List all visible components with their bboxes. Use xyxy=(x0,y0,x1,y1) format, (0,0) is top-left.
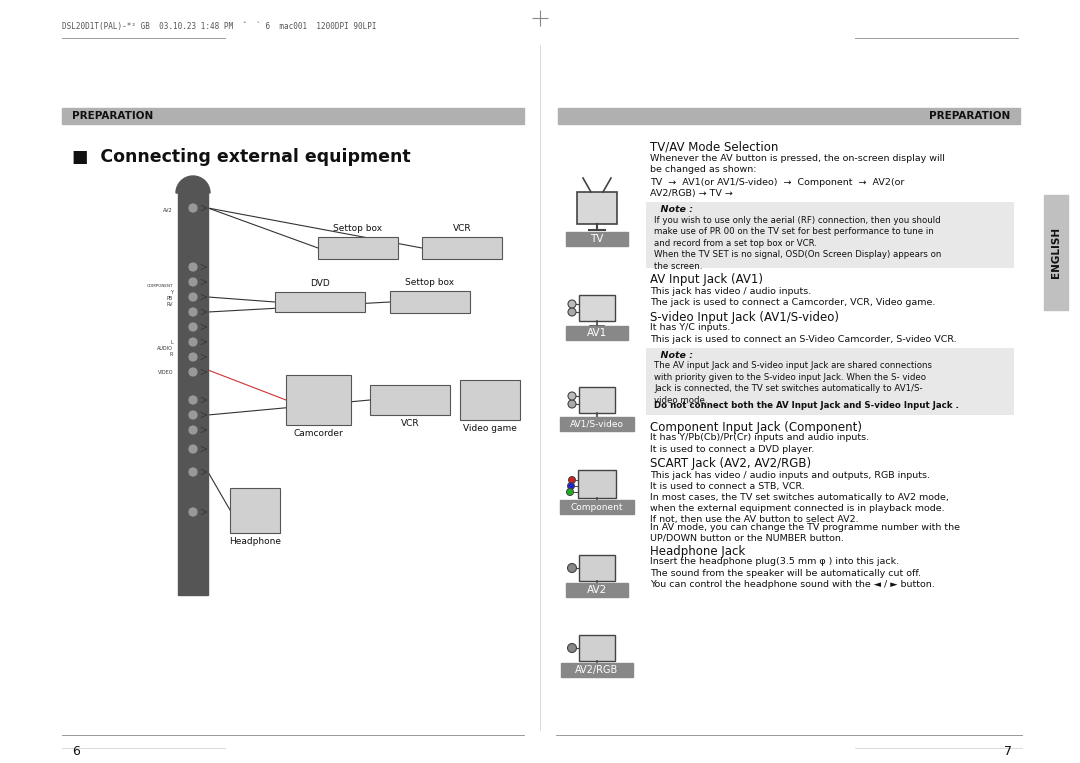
Bar xyxy=(566,232,627,246)
Text: VIDEO: VIDEO xyxy=(158,370,173,375)
Text: Headphone Jack: Headphone Jack xyxy=(650,545,745,558)
Bar xyxy=(561,500,634,514)
Bar xyxy=(390,291,470,313)
Text: This jack has video / audio inputs and outputs, RGB inputs.
It is used to connec: This jack has video / audio inputs and o… xyxy=(650,471,930,491)
Wedge shape xyxy=(176,176,210,193)
Circle shape xyxy=(567,643,577,652)
Circle shape xyxy=(188,425,198,435)
Circle shape xyxy=(188,467,198,477)
Circle shape xyxy=(188,292,198,302)
Circle shape xyxy=(188,410,198,420)
Text: If you wish to use only the aerial (RF) connection, then you should
make use of : If you wish to use only the aerial (RF) … xyxy=(654,216,942,271)
Text: Component: Component xyxy=(570,503,623,511)
Circle shape xyxy=(568,300,576,308)
Circle shape xyxy=(188,307,198,317)
Bar xyxy=(230,488,280,533)
Text: In most cases, the TV set switches automatically to AV2 mode,
when the external : In most cases, the TV set switches autom… xyxy=(650,492,949,524)
Circle shape xyxy=(188,322,198,332)
Bar xyxy=(579,295,615,321)
Text: AV1/S-video: AV1/S-video xyxy=(570,420,624,429)
Circle shape xyxy=(188,507,198,517)
Circle shape xyxy=(188,352,198,362)
Text: The AV input Jack and S-video input Jack are shared connections
with priority gi: The AV input Jack and S-video input Jack… xyxy=(654,362,932,405)
Circle shape xyxy=(568,477,576,484)
Text: Do not connect both the AV Input Jack and S-video Input Jack .: Do not connect both the AV Input Jack an… xyxy=(654,401,959,410)
Bar xyxy=(460,380,519,420)
Bar xyxy=(578,470,616,498)
Text: PREPARATION: PREPARATION xyxy=(72,111,153,121)
Circle shape xyxy=(188,277,198,287)
Text: DVD: DVD xyxy=(310,279,329,288)
Circle shape xyxy=(188,444,198,454)
Text: ■  Connecting external equipment: ■ Connecting external equipment xyxy=(72,148,410,166)
Text: VCR: VCR xyxy=(453,224,471,233)
Text: Camcorder: Camcorder xyxy=(293,429,342,438)
Text: DSL20D1T(PAL)-*² GB  03.10.23 1:48 PM  ˆ  ` 6  mac001  1200DPI 90LPI: DSL20D1T(PAL)-*² GB 03.10.23 1:48 PM ˆ `… xyxy=(62,22,377,31)
Bar xyxy=(577,192,617,224)
Text: AV2/RGB: AV2/RGB xyxy=(576,665,619,675)
Bar xyxy=(318,237,399,259)
Text: Component Input Jack (Component): Component Input Jack (Component) xyxy=(650,420,862,433)
Bar xyxy=(422,237,502,259)
Circle shape xyxy=(567,488,573,495)
Circle shape xyxy=(188,262,198,272)
Circle shape xyxy=(188,337,198,347)
Text: TV/AV Mode Selection: TV/AV Mode Selection xyxy=(650,140,779,153)
Bar xyxy=(1044,195,1068,310)
Text: S-video Input Jack (AV1/S-video): S-video Input Jack (AV1/S-video) xyxy=(650,311,839,324)
Text: COMPONENT: COMPONENT xyxy=(147,284,173,288)
Bar xyxy=(370,385,450,415)
Text: Y
PB
RV: Y PB RV xyxy=(166,290,173,307)
Text: It has Y/Pb(Cb)/Pr(Cr) inputs and audio inputs.
It is used to connect a DVD play: It has Y/Pb(Cb)/Pr(Cr) inputs and audio … xyxy=(650,433,869,454)
Bar xyxy=(566,583,627,597)
Bar xyxy=(646,347,1014,414)
Circle shape xyxy=(188,203,198,213)
Text: Note :: Note : xyxy=(654,205,693,214)
Circle shape xyxy=(188,367,198,377)
Text: TV  →  AV1(or AV1/S-video)  →  Component  →  AV2(or
AV2/RGB) → TV →: TV → AV1(or AV1/S-video) → Component → A… xyxy=(650,178,904,198)
Bar xyxy=(646,202,1014,268)
Bar xyxy=(561,663,633,677)
Text: L
AUDIO
R: L AUDIO R xyxy=(157,340,173,357)
Text: This jack has video / audio inputs.
The jack is used to connect a Camcorder, VCR: This jack has video / audio inputs. The … xyxy=(650,286,935,307)
Text: Insert the headphone plug(3.5 mm φ ) into this jack.
The sound from the speaker : Insert the headphone plug(3.5 mm φ ) int… xyxy=(650,558,935,589)
Text: Settop box: Settop box xyxy=(405,278,455,287)
Text: AV2: AV2 xyxy=(586,585,607,595)
Text: Settop box: Settop box xyxy=(334,224,382,233)
Text: Video game: Video game xyxy=(463,424,517,433)
Bar xyxy=(561,417,634,431)
Text: PREPARATION: PREPARATION xyxy=(929,111,1010,121)
Text: AV Input Jack (AV1): AV Input Jack (AV1) xyxy=(650,273,762,286)
Text: VCR: VCR xyxy=(401,419,419,428)
Bar xyxy=(566,326,627,340)
Circle shape xyxy=(568,308,576,316)
Bar xyxy=(579,555,615,581)
Circle shape xyxy=(188,395,198,405)
Text: 6: 6 xyxy=(72,745,80,758)
Circle shape xyxy=(568,392,576,400)
Circle shape xyxy=(568,400,576,408)
Text: In AV mode, you can change the TV programme number with the
UP/DOWN button or th: In AV mode, you can change the TV progra… xyxy=(650,523,960,543)
Bar xyxy=(62,108,524,124)
Text: 7: 7 xyxy=(1004,745,1012,758)
Bar xyxy=(579,635,615,661)
Text: It has Y/C inputs.
This jack is used to connect an S-Video Camcorder, S-video VC: It has Y/C inputs. This jack is used to … xyxy=(650,324,957,344)
Text: SCART Jack (AV2, AV2/RGB): SCART Jack (AV2, AV2/RGB) xyxy=(650,458,811,471)
Circle shape xyxy=(567,482,575,490)
Circle shape xyxy=(567,564,577,572)
Bar xyxy=(285,375,351,425)
Text: Whenever the AV button is pressed, the on-screen display will
be changed as show: Whenever the AV button is pressed, the o… xyxy=(650,154,945,175)
Text: TV: TV xyxy=(591,234,604,244)
Bar xyxy=(275,292,365,312)
Text: Note :: Note : xyxy=(654,350,693,359)
Text: AV1: AV1 xyxy=(586,328,607,338)
Bar xyxy=(178,193,208,595)
Bar xyxy=(558,108,1020,124)
Text: ENGLISH: ENGLISH xyxy=(1051,227,1061,278)
Text: Headphone: Headphone xyxy=(229,536,281,546)
Bar xyxy=(579,387,615,413)
Text: AV2: AV2 xyxy=(163,208,173,213)
